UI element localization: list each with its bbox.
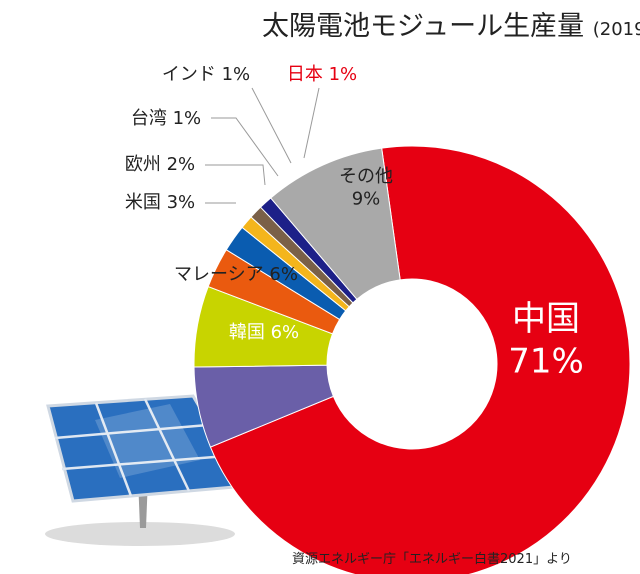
slice-label-india: インド 1%: [162, 64, 250, 85]
leader-line-europe: [205, 164, 266, 186]
slice-label-name-others: その他: [339, 166, 393, 187]
leader-line-japan: [303, 87, 320, 159]
slice-label-value-others: 9%: [352, 189, 381, 210]
slice-china: [209, 145, 631, 574]
slice-others: [270, 147, 401, 300]
leader-lines: [205, 87, 320, 204]
slice-label-name-china: 中国: [512, 299, 580, 339]
chart-title: 太陽電池モジュール生産量 (2019): [262, 4, 640, 43]
slice-label-japan: 日本 1%: [287, 64, 357, 85]
chart-title-year: (2019): [592, 19, 640, 40]
slice-label-taiwan: 台湾 1%: [131, 108, 201, 129]
source-note: 資源エネルギー庁「エネルギー白書2021」より: [292, 552, 572, 567]
donut-slices: [193, 145, 631, 574]
leader-line-india: [251, 87, 292, 164]
slice-label-malaysia: マレーシア 6%: [174, 264, 298, 285]
chart-title-text: 太陽電池モジュール生産量: [262, 11, 585, 42]
slice-label-usa: 米国 3%: [125, 192, 195, 213]
panel-shadow: [45, 522, 235, 546]
panel-glare: [95, 404, 200, 478]
slice-label-value-china: 71%: [508, 342, 584, 382]
slice-label-korea: 韓国 6%: [229, 322, 299, 343]
slice-label-europe: 欧州 2%: [125, 154, 195, 175]
panel-cell-grid: [54, 398, 228, 497]
leader-line-taiwan: [211, 117, 279, 177]
